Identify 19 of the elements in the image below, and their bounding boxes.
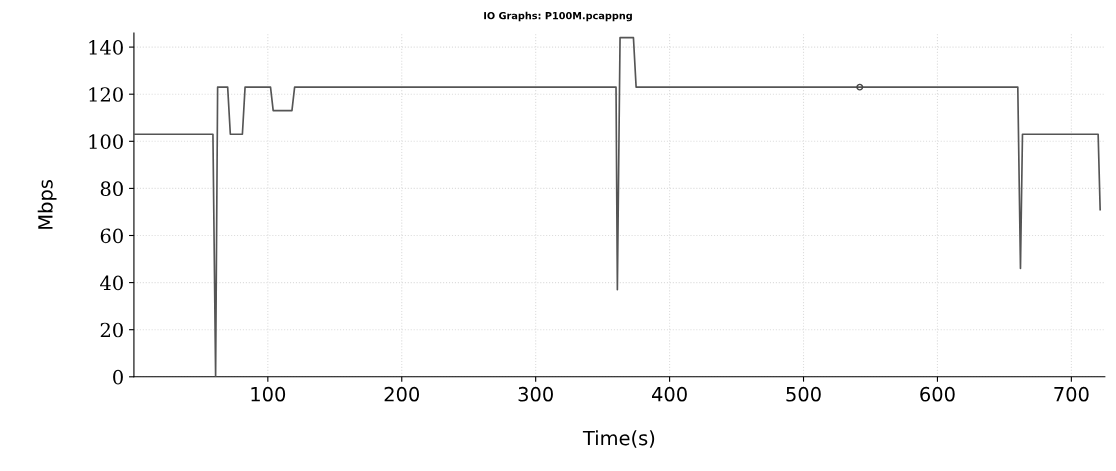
x-tick-label: 300 — [518, 386, 553, 402]
y-tick-label: 100 — [89, 134, 123, 149]
x-tick-label: 500 — [786, 386, 821, 402]
x-axis-title: Time(s) — [582, 430, 655, 448]
x-tick-label: 700 — [1054, 386, 1089, 402]
y-tick-label: 40 — [100, 275, 123, 291]
x-tick-label: 600 — [920, 386, 955, 402]
y-tick-label: 80 — [100, 181, 123, 197]
y-tick-label: 120 — [89, 87, 123, 102]
x-tick-label: 200 — [384, 386, 420, 402]
y-axis-title: Mbps — [37, 180, 57, 229]
line-series — [133, 36, 1101, 377]
x-tick-label: 100 — [251, 386, 286, 402]
chart-title: IO Graphs: P100M.pcappng — [484, 11, 632, 22]
y-tick-label: 0 — [113, 369, 123, 385]
y-tick-label: 140 — [89, 40, 123, 55]
y-tick-label: 20 — [100, 322, 123, 338]
y-tick-label: 60 — [100, 228, 123, 244]
x-tick-label: 400 — [651, 386, 687, 402]
